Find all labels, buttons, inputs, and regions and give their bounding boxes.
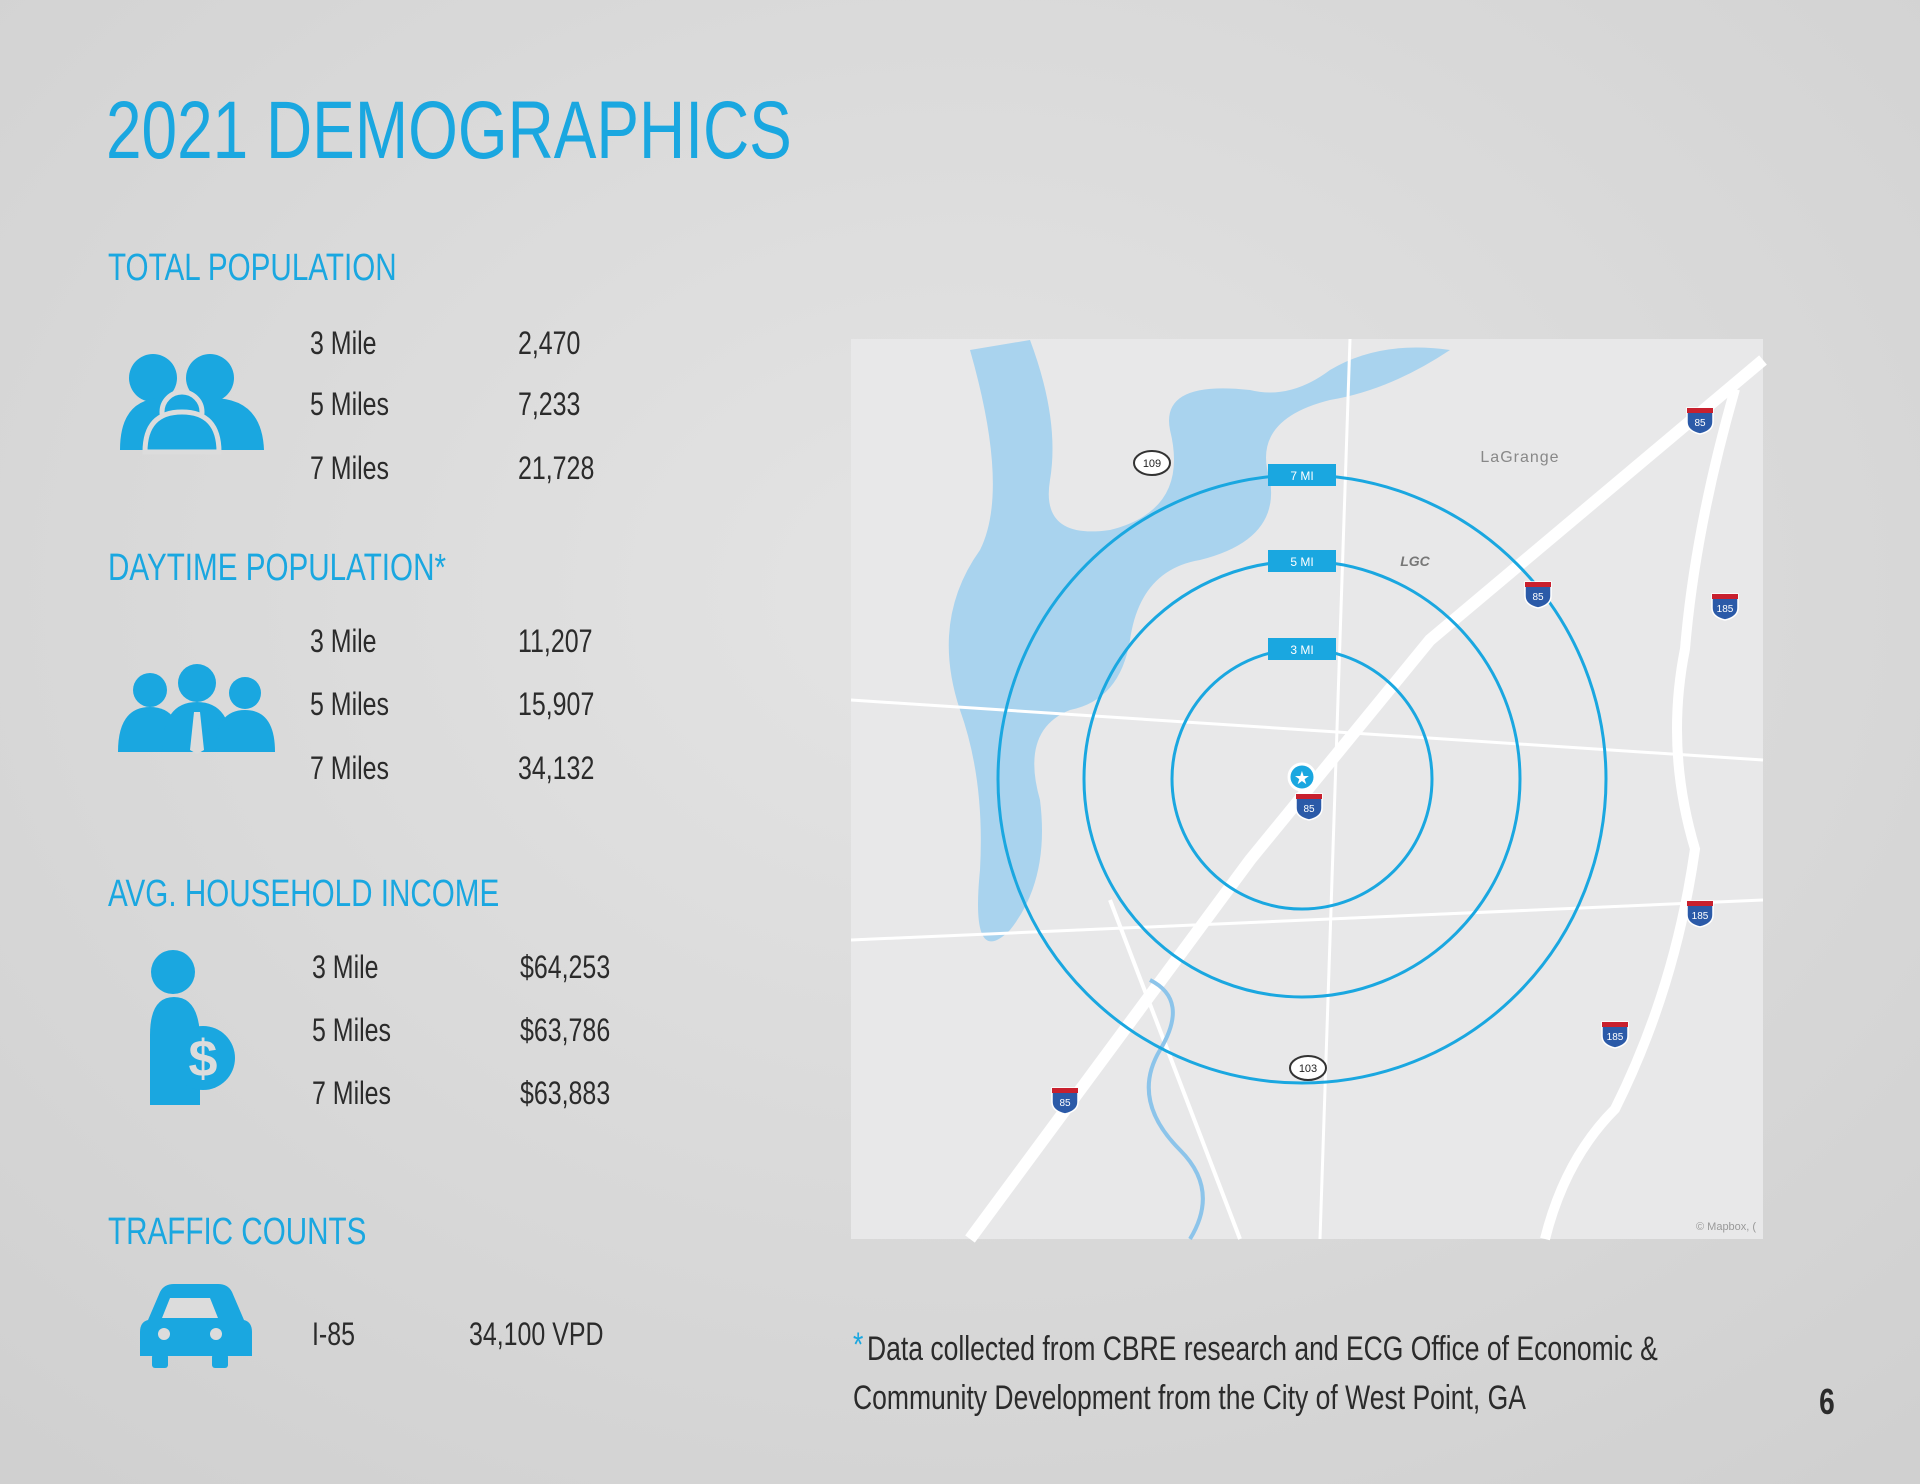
interstate-shield — [1295, 793, 1323, 821]
airport-label: LGC — [1400, 553, 1430, 569]
ring-label-bg — [1268, 464, 1336, 486]
daytime-icon — [118, 664, 275, 754]
row-label: 3 Mile — [310, 624, 377, 660]
ring-label: 5 MI — [1290, 555, 1313, 569]
interstate-label: 85 — [1532, 592, 1544, 603]
ring-label: 7 MI — [1290, 469, 1313, 483]
interstate-top — [1296, 794, 1322, 799]
row-label: 5 Miles — [312, 1013, 391, 1049]
lake — [948, 340, 1450, 942]
row-value: 34,100 VPD — [469, 1317, 604, 1353]
section-heading: AVG. HOUSEHOLD INCOME — [108, 873, 499, 915]
row-label: 7 Miles — [310, 751, 389, 787]
interstate-label: 185 — [1692, 911, 1709, 922]
map-credit: © Mapbox, ( — [1696, 1221, 1756, 1233]
car-icon — [140, 1284, 252, 1368]
svg-text:$: $ — [189, 1030, 218, 1088]
interstate-label: 185 — [1717, 604, 1734, 615]
page-number: 6 — [1819, 1382, 1835, 1422]
interstate-top — [1687, 901, 1713, 906]
row-value: $63,786 — [520, 1013, 610, 1049]
route-label: 109 — [1143, 458, 1161, 470]
section-heading: DAYTIME POPULATION* — [108, 547, 446, 589]
river — [1146, 978, 1205, 1241]
interstate-label: 85 — [1059, 1098, 1071, 1109]
interstate-shield — [1686, 900, 1714, 928]
footnote-line: Community Development from the City of W… — [853, 1379, 1527, 1417]
interstate-top — [1687, 408, 1713, 413]
interstate-label: 185 — [1607, 1032, 1624, 1043]
route-shield — [1289, 1055, 1327, 1081]
site-marker — [1287, 762, 1317, 792]
row-label: 7 Miles — [312, 1076, 391, 1112]
row-label: 3 Mile — [312, 950, 379, 986]
row-label: 3 Mile — [310, 326, 377, 362]
interstate-shield — [1686, 407, 1714, 435]
ring-label-bg — [1268, 550, 1336, 572]
row-value: 2,470 — [518, 326, 580, 362]
route-shield — [1133, 450, 1171, 476]
footnote-line: Data collected from CBRE research and EC… — [867, 1330, 1658, 1368]
row-value: $63,883 — [520, 1076, 610, 1112]
row-value: 21,728 — [518, 451, 594, 487]
interstate-label: 85 — [1694, 418, 1706, 429]
row-label: 5 Miles — [310, 387, 389, 423]
ring-label: 3 MI — [1290, 643, 1313, 657]
site-star: ★ — [1294, 768, 1310, 788]
interstate-shield — [1601, 1021, 1629, 1049]
interstate-top — [1052, 1088, 1078, 1093]
row-value: 11,207 — [518, 624, 592, 660]
row-label: I-85 — [312, 1317, 355, 1353]
population-icon — [120, 354, 264, 455]
city-label: LaGrange — [1480, 449, 1559, 466]
map: 7 MI 5 MI 3 MI ★ LaGrange LGC 109 103 85 85 85 85 18… — [850, 338, 1767, 1243]
roads — [850, 338, 1767, 1243]
section-heading: TOTAL POPULATION — [108, 247, 397, 289]
row-value: 7,233 — [518, 387, 580, 423]
row-label: 5 Miles — [310, 687, 389, 723]
income-icon: $ — [150, 950, 235, 1105]
interstate-top — [1525, 582, 1551, 587]
icons: $ — [118, 354, 275, 1368]
row-value: 34,132 — [518, 751, 594, 787]
row-value: $64,253 — [520, 950, 610, 986]
interstate-shield — [1051, 1087, 1079, 1115]
route-label: 103 — [1299, 1063, 1317, 1075]
interstate-top — [1602, 1022, 1628, 1027]
section-heading: TRAFFIC COUNTS — [108, 1211, 366, 1253]
row-value: 15,907 — [518, 687, 594, 723]
page-title: 2021 DEMOGRAPHICS — [106, 83, 792, 176]
interstate-shield — [1524, 581, 1552, 609]
interstate-label: 85 — [1303, 804, 1315, 815]
interstate-top — [1712, 594, 1738, 599]
interstate-shield — [1711, 593, 1739, 621]
footnote-marker: * — [853, 1326, 863, 1364]
row-label: 7 Miles — [310, 451, 389, 487]
ring-label-bg — [1268, 638, 1336, 660]
